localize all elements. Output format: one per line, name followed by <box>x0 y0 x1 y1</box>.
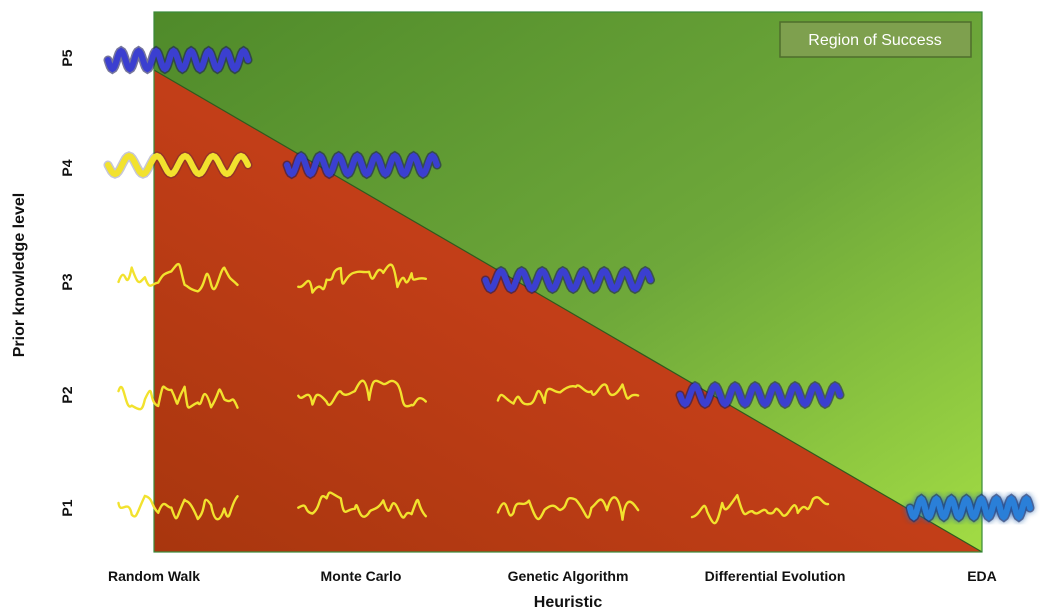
y-tick-p2: P2 <box>59 386 75 403</box>
structure-coil-random-walk-p2 <box>117 385 239 411</box>
plot-border <box>153 11 983 553</box>
x-axis: Random Walk Monte Carlo Genetic Algorith… <box>108 568 997 611</box>
legend-label: Region of Success <box>808 32 941 49</box>
y-tick-p5: P5 <box>59 49 75 66</box>
x-axis-title: Heuristic <box>534 594 603 611</box>
y-tick-p4: P4 <box>59 159 75 176</box>
legend-box <box>779 21 972 58</box>
x-tick-differential-evolution: Differential Evolution <box>705 568 846 584</box>
y-axis: P5 P4 P3 P2 P1 Prior knowledge level <box>11 49 75 516</box>
legend: Region of Success <box>779 21 972 58</box>
structure-helix-monte-carlo-p4 <box>282 150 442 180</box>
structure-helix-genetic-algorithm-p3 <box>481 265 655 295</box>
structure-helix-differential-evolution-p2 <box>675 380 845 410</box>
y-tick-p3: P3 <box>59 273 75 290</box>
structure-coil-monte-carlo-p2 <box>297 379 427 408</box>
structure-coil-genetic-algorithm-p1 <box>496 496 640 521</box>
x-tick-eda: EDA <box>967 568 997 584</box>
structure-coil-random-walk-p1 <box>117 494 239 521</box>
structure-coil-random-walk-p3 <box>117 262 239 293</box>
structure-coil-genetic-algorithm-p2 <box>496 383 640 406</box>
structure-helix-eda-p1 <box>905 493 1035 523</box>
structure-coil-monte-carlo-p1 <box>297 491 427 519</box>
structure-helix-random-walk-p5 <box>103 45 253 75</box>
x-tick-random-walk: Random Walk <box>108 568 200 584</box>
structure-coil-monte-carlo-p3 <box>297 263 427 294</box>
structure-helix-random-walk-p4 <box>103 151 253 179</box>
x-tick-monte-carlo: Monte Carlo <box>321 568 402 584</box>
x-tick-genetic-algorithm: Genetic Algorithm <box>508 568 629 584</box>
structure-marks <box>103 45 1035 525</box>
y-axis-title: Prior knowledge level <box>11 193 28 358</box>
success-boundary-line <box>153 69 983 553</box>
structure-coil-differential-evolution-p1 <box>690 494 830 525</box>
y-tick-p1: P1 <box>59 499 75 516</box>
